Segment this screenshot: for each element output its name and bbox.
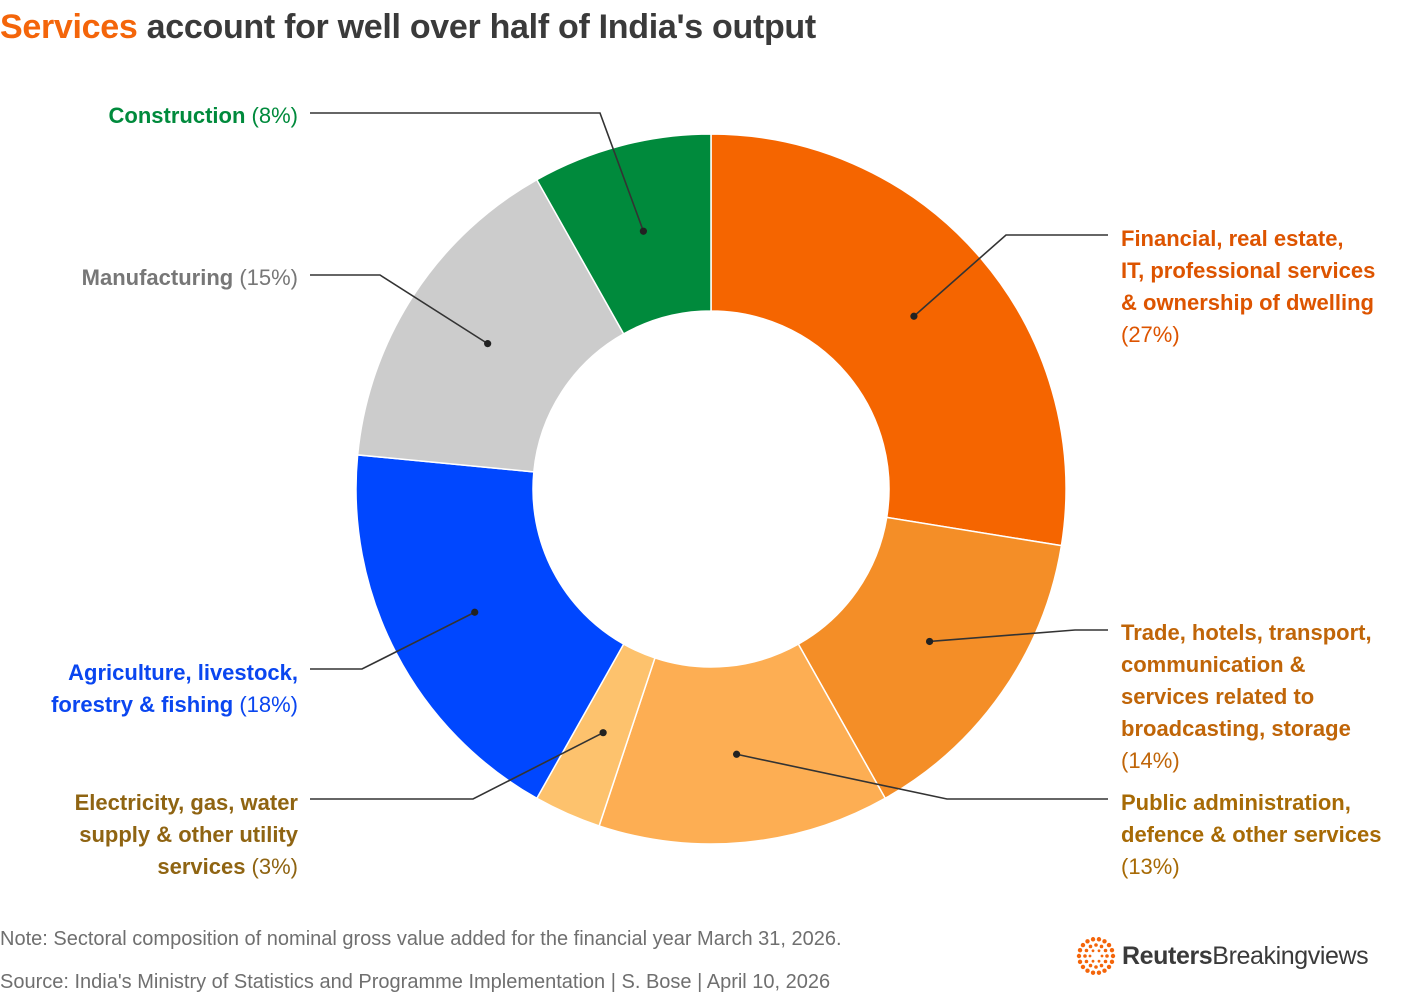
- logo-dot: [1109, 959, 1115, 965]
- logo-dot: [1096, 937, 1102, 942]
- logo-dot: [1097, 959, 1101, 963]
- source-line: Source: India's Ministry of Statistics a…: [0, 971, 831, 993]
- logo-dot: [1088, 944, 1093, 949]
- title-highlight: Services: [0, 8, 138, 46]
- leader-line: [310, 274, 489, 345]
- slice-percent: (15%): [233, 265, 298, 290]
- slice-percent: (14%): [1121, 748, 1180, 773]
- logo-dot: [1091, 949, 1095, 953]
- logo-dot: [1109, 947, 1115, 953]
- donut-slice: [710, 133, 1067, 547]
- logo-dot: [1094, 965, 1098, 969]
- reuters-breakingviews-logo: ReutersBreakingviews: [1076, 936, 1369, 976]
- slice-percent: (27%): [1121, 322, 1180, 347]
- leader-line: [736, 753, 1108, 800]
- slice-label: Manufacturing (15%): [82, 265, 298, 290]
- donut-slice: [355, 454, 625, 800]
- slice-label-line: services related to: [1121, 684, 1314, 709]
- slice-label-line: & ownership of dwelling: [1121, 290, 1374, 315]
- logo-dot: [1085, 939, 1090, 944]
- logo-dot: [1096, 970, 1102, 975]
- logo-dot: [1088, 954, 1092, 958]
- logo-dot: [1080, 942, 1086, 948]
- slice-label-line: communication &: [1121, 652, 1306, 677]
- logo-suffix: Breakingviews: [1212, 941, 1369, 970]
- logo-dot: [1099, 944, 1104, 949]
- logo-dot: [1091, 959, 1095, 963]
- logo-dot: [1084, 948, 1089, 953]
- footnote: Note: Sectoral composition of nominal gr…: [0, 928, 842, 950]
- logo-dot: [1099, 963, 1104, 968]
- logo-dot: [1077, 959, 1083, 965]
- slice-label-line: Electricity, gas, water: [75, 790, 299, 815]
- slice-percent: (3%): [245, 854, 298, 879]
- leader-line: [310, 112, 645, 232]
- logo-dot: [1088, 963, 1093, 968]
- logo-dot: [1085, 968, 1090, 973]
- logo-dot: [1076, 953, 1082, 959]
- leader-dot: [599, 729, 607, 737]
- slice-percent: (8%): [245, 103, 298, 128]
- leader-line: [310, 611, 476, 670]
- logo-dot: [1105, 954, 1109, 958]
- logo-dot: [1094, 943, 1098, 947]
- donut-slice: [356, 178, 625, 473]
- slice-label: Construction (8%): [109, 103, 298, 128]
- leader-dot: [910, 312, 918, 320]
- logo-dot: [1100, 954, 1104, 958]
- leader-dot: [639, 227, 648, 235]
- logo-dot: [1097, 949, 1101, 953]
- leader-dot: [471, 608, 479, 616]
- slice-label-line: forestry & fishing: [51, 692, 233, 717]
- logo-dot: [1106, 964, 1112, 970]
- logo-dot: [1106, 942, 1112, 948]
- slice-label-line: Public administration,: [1121, 790, 1351, 815]
- slice-label-line: Agriculture, livestock,: [68, 660, 298, 685]
- slice-percent: (18%): [233, 692, 298, 717]
- slice-label-line: broadcasting, storage: [1121, 716, 1351, 741]
- slice-percent: (13%): [1121, 854, 1180, 879]
- leader-line: [913, 234, 1108, 317]
- logo-dot: [1077, 947, 1083, 953]
- slice-label: Agriculture, livestock, forestry & fishin…: [51, 660, 298, 717]
- logo-dot: [1103, 959, 1108, 964]
- slice-label-line: supply & other utility: [79, 822, 299, 847]
- donut-slice: [598, 643, 887, 845]
- slice-label: Trade, hotels, transport, communication &…: [1121, 620, 1372, 773]
- leader-line: [310, 731, 604, 800]
- slice-label: Public administration, defence & other se…: [1121, 790, 1381, 879]
- slice-label-line: defence & other services: [1121, 822, 1381, 847]
- logo-dot: [1102, 939, 1107, 944]
- reuters-dot-ring-icon: [1076, 937, 1116, 975]
- slice-label-line: Manufacturing: [82, 265, 234, 290]
- logo-dot: [1110, 953, 1116, 959]
- slice-label-line: services: [157, 854, 245, 879]
- leader-line: [929, 629, 1108, 643]
- logo-dot: [1083, 954, 1087, 958]
- leader-dot: [732, 750, 741, 758]
- slice-label-line: Construction: [109, 103, 246, 128]
- title-rest: account for well over half of India's ou…: [137, 8, 817, 46]
- slice-label-line: IT, professional services: [1121, 258, 1375, 283]
- logo-dot: [1090, 937, 1096, 942]
- logo-dot: [1084, 959, 1089, 964]
- slice-label-line: Financial, real estate,: [1121, 226, 1344, 251]
- chart-title: Services account for well over half of I…: [0, 8, 816, 47]
- slice-label: Electricity, gas, water supply & other ut…: [75, 790, 299, 879]
- donut-slice: [535, 133, 712, 335]
- logo-dot: [1090, 970, 1096, 975]
- logo-dot: [1080, 964, 1086, 970]
- leader-dot: [484, 340, 492, 348]
- leader-dot: [925, 637, 934, 646]
- logo-wordmark: ReutersBreakingviews: [1122, 941, 1369, 971]
- slice-label: Financial, real estate, IT, professional …: [1121, 226, 1375, 347]
- slice-label-line: Trade, hotels, transport,: [1121, 620, 1372, 645]
- logo-name: Reuters: [1122, 941, 1213, 970]
- logo-dot: [1102, 968, 1107, 973]
- logo-dot: [1103, 948, 1108, 953]
